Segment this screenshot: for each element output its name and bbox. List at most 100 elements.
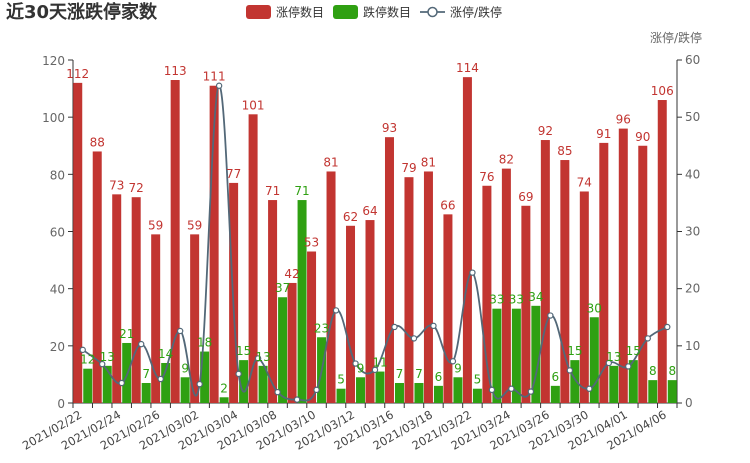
bar-up xyxy=(443,214,453,403)
bar-up-label: 81 xyxy=(421,155,436,169)
y-tick-label-right: 20 xyxy=(685,282,700,296)
bar-down xyxy=(180,377,190,403)
bar-down xyxy=(589,317,599,403)
ratio-point xyxy=(449,358,457,365)
bar-down-label: 9 xyxy=(181,361,189,375)
legend-item[interactable]: 跌停数目 xyxy=(333,5,411,20)
bar-up xyxy=(560,160,570,403)
bar-down-label: 6 xyxy=(435,370,443,384)
bar-up xyxy=(170,80,180,403)
y-tick-label-right: 50 xyxy=(685,110,700,124)
y-tick-label-left: 20 xyxy=(50,340,65,354)
bar-down xyxy=(239,360,249,403)
bar-up-label: 101 xyxy=(242,98,265,112)
ratio-point xyxy=(176,327,184,335)
bar-down xyxy=(219,397,229,403)
ratio-point xyxy=(488,386,496,394)
ratio-point xyxy=(196,380,203,388)
bar-up xyxy=(346,225,356,403)
bar-down-label: 21 xyxy=(119,327,134,341)
bar-down-label: 13 xyxy=(606,350,621,364)
bar-up-label: 72 xyxy=(129,181,144,195)
bar-up-label: 114 xyxy=(456,61,479,75)
bar-up xyxy=(326,171,336,403)
ratio-point xyxy=(371,366,379,374)
bar-up xyxy=(209,85,219,403)
bar-up xyxy=(131,197,141,403)
bar-down-label: 15 xyxy=(236,344,251,358)
bar-up xyxy=(482,185,492,403)
bar-up xyxy=(618,128,628,403)
y-tick-label-left: 100 xyxy=(42,111,65,125)
bar-down xyxy=(356,377,366,403)
bar-down-label: 6 xyxy=(552,370,560,384)
bar-up xyxy=(268,200,278,403)
ratio-point xyxy=(235,370,242,378)
bar-up xyxy=(307,251,317,403)
bar-up-label: 81 xyxy=(323,155,338,169)
ratio-point xyxy=(118,379,125,387)
bar-down-label: 5 xyxy=(337,373,345,387)
bar-down xyxy=(394,382,404,403)
bar-down-label: 18 xyxy=(197,336,212,350)
bar-down-label: 30 xyxy=(587,301,602,315)
ratio-point xyxy=(527,388,535,395)
bar-up-label: 91 xyxy=(596,127,611,141)
bar-up-label: 59 xyxy=(187,218,202,232)
y-tick-label-right: 10 xyxy=(685,339,700,353)
bar-up xyxy=(599,142,609,403)
bar-up xyxy=(287,282,297,403)
bar-down-label: 7 xyxy=(396,367,404,381)
bar-down-label: 8 xyxy=(649,364,657,378)
ratio-line-group xyxy=(79,82,671,403)
data-labels-group: 1121288137321727591411395918111277151011… xyxy=(66,61,676,395)
bar-down-label: 9 xyxy=(357,361,365,375)
ratio-point xyxy=(566,367,574,374)
ratio-point xyxy=(586,385,593,392)
bar-up xyxy=(423,171,433,403)
bar-up xyxy=(73,82,83,403)
bar-down xyxy=(453,377,463,403)
legend-item[interactable]: 涨停数目 xyxy=(246,5,324,20)
ratio-point xyxy=(547,312,554,319)
bar-up-label: 111 xyxy=(203,70,226,84)
bar-down xyxy=(628,360,638,403)
bar-up-label: 113 xyxy=(164,64,187,78)
bar-up xyxy=(190,234,200,403)
bar-up-label: 62 xyxy=(343,210,358,224)
bar-down xyxy=(161,362,171,403)
bar-up-label: 106 xyxy=(651,84,674,98)
legend[interactable]: 涨停数目 跌停数目 涨停/跌停 xyxy=(246,5,502,20)
bar-up-label: 73 xyxy=(109,178,124,192)
ratio-point xyxy=(410,335,418,342)
legend-item[interactable]: 涨停/跌停 xyxy=(420,5,502,20)
bar-up-label: 90 xyxy=(635,130,650,144)
ratio-point xyxy=(137,340,145,348)
bar-down-label: 15 xyxy=(626,344,641,358)
bars-group xyxy=(73,77,677,404)
bar-down xyxy=(258,365,268,403)
bar-down-label: 33 xyxy=(509,293,524,307)
bar-down xyxy=(433,385,443,403)
bar-up-label: 66 xyxy=(440,198,455,212)
bar-up-label: 92 xyxy=(538,124,553,138)
bar-down-label: 71 xyxy=(294,184,309,198)
ratio-point xyxy=(313,386,320,394)
bar-down xyxy=(648,380,658,403)
ratio-point xyxy=(215,82,223,89)
ratio-point xyxy=(79,346,86,354)
bar-down-label: 2 xyxy=(220,381,228,395)
ratio-point xyxy=(664,323,671,331)
bar-up xyxy=(248,114,258,403)
bar-up xyxy=(365,220,375,403)
bar-down xyxy=(336,388,346,403)
bar-down-label: 13 xyxy=(255,350,270,364)
bar-up-label: 53 xyxy=(304,236,319,250)
bar-down-label: 11 xyxy=(372,356,387,370)
bar-up xyxy=(112,194,122,403)
ratio-point xyxy=(332,307,340,314)
bar-down xyxy=(667,380,677,403)
y-tick-label-left: 60 xyxy=(50,226,65,240)
bar-down xyxy=(472,388,482,403)
bar-down xyxy=(609,365,619,403)
